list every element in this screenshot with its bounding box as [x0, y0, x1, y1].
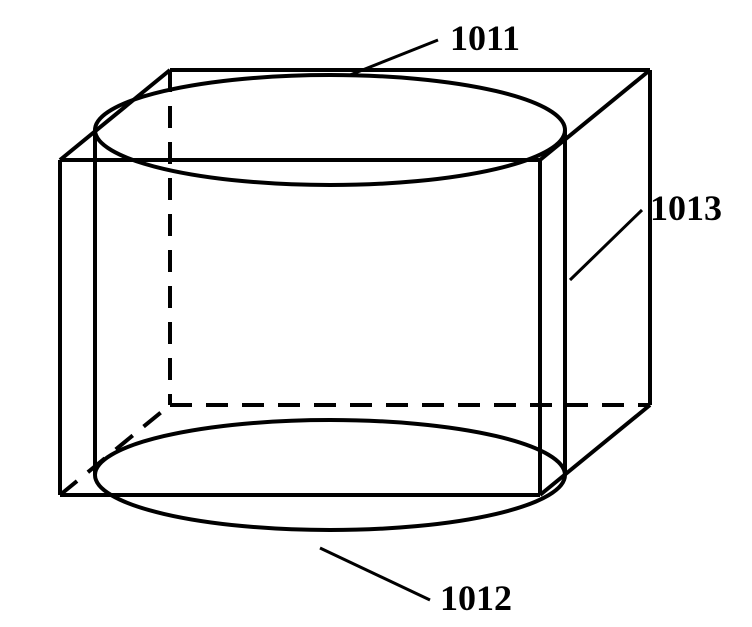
cuboid-hidden-edges	[60, 70, 650, 495]
leader-bottom	[320, 548, 430, 600]
reference-labels: 1011 1013 1012	[440, 18, 722, 618]
cuboid-visible-edges	[60, 70, 650, 495]
cylinder-bottom-ellipse	[95, 420, 565, 530]
cylinder-top-ellipse	[95, 75, 565, 185]
edge-depth-top-left	[60, 70, 170, 160]
technical-diagram: 1011 1013 1012	[0, 0, 752, 627]
cylinder-bottom-ellipse	[95, 420, 565, 530]
edge-depth-bottom-right	[540, 405, 650, 495]
cylinder-top	[95, 75, 565, 475]
label-bottom: 1012	[440, 578, 512, 618]
leader-right	[570, 210, 642, 280]
label-top: 1011	[450, 18, 520, 58]
label-right: 1013	[650, 188, 722, 228]
edge-depth-bottom-left	[60, 405, 170, 495]
